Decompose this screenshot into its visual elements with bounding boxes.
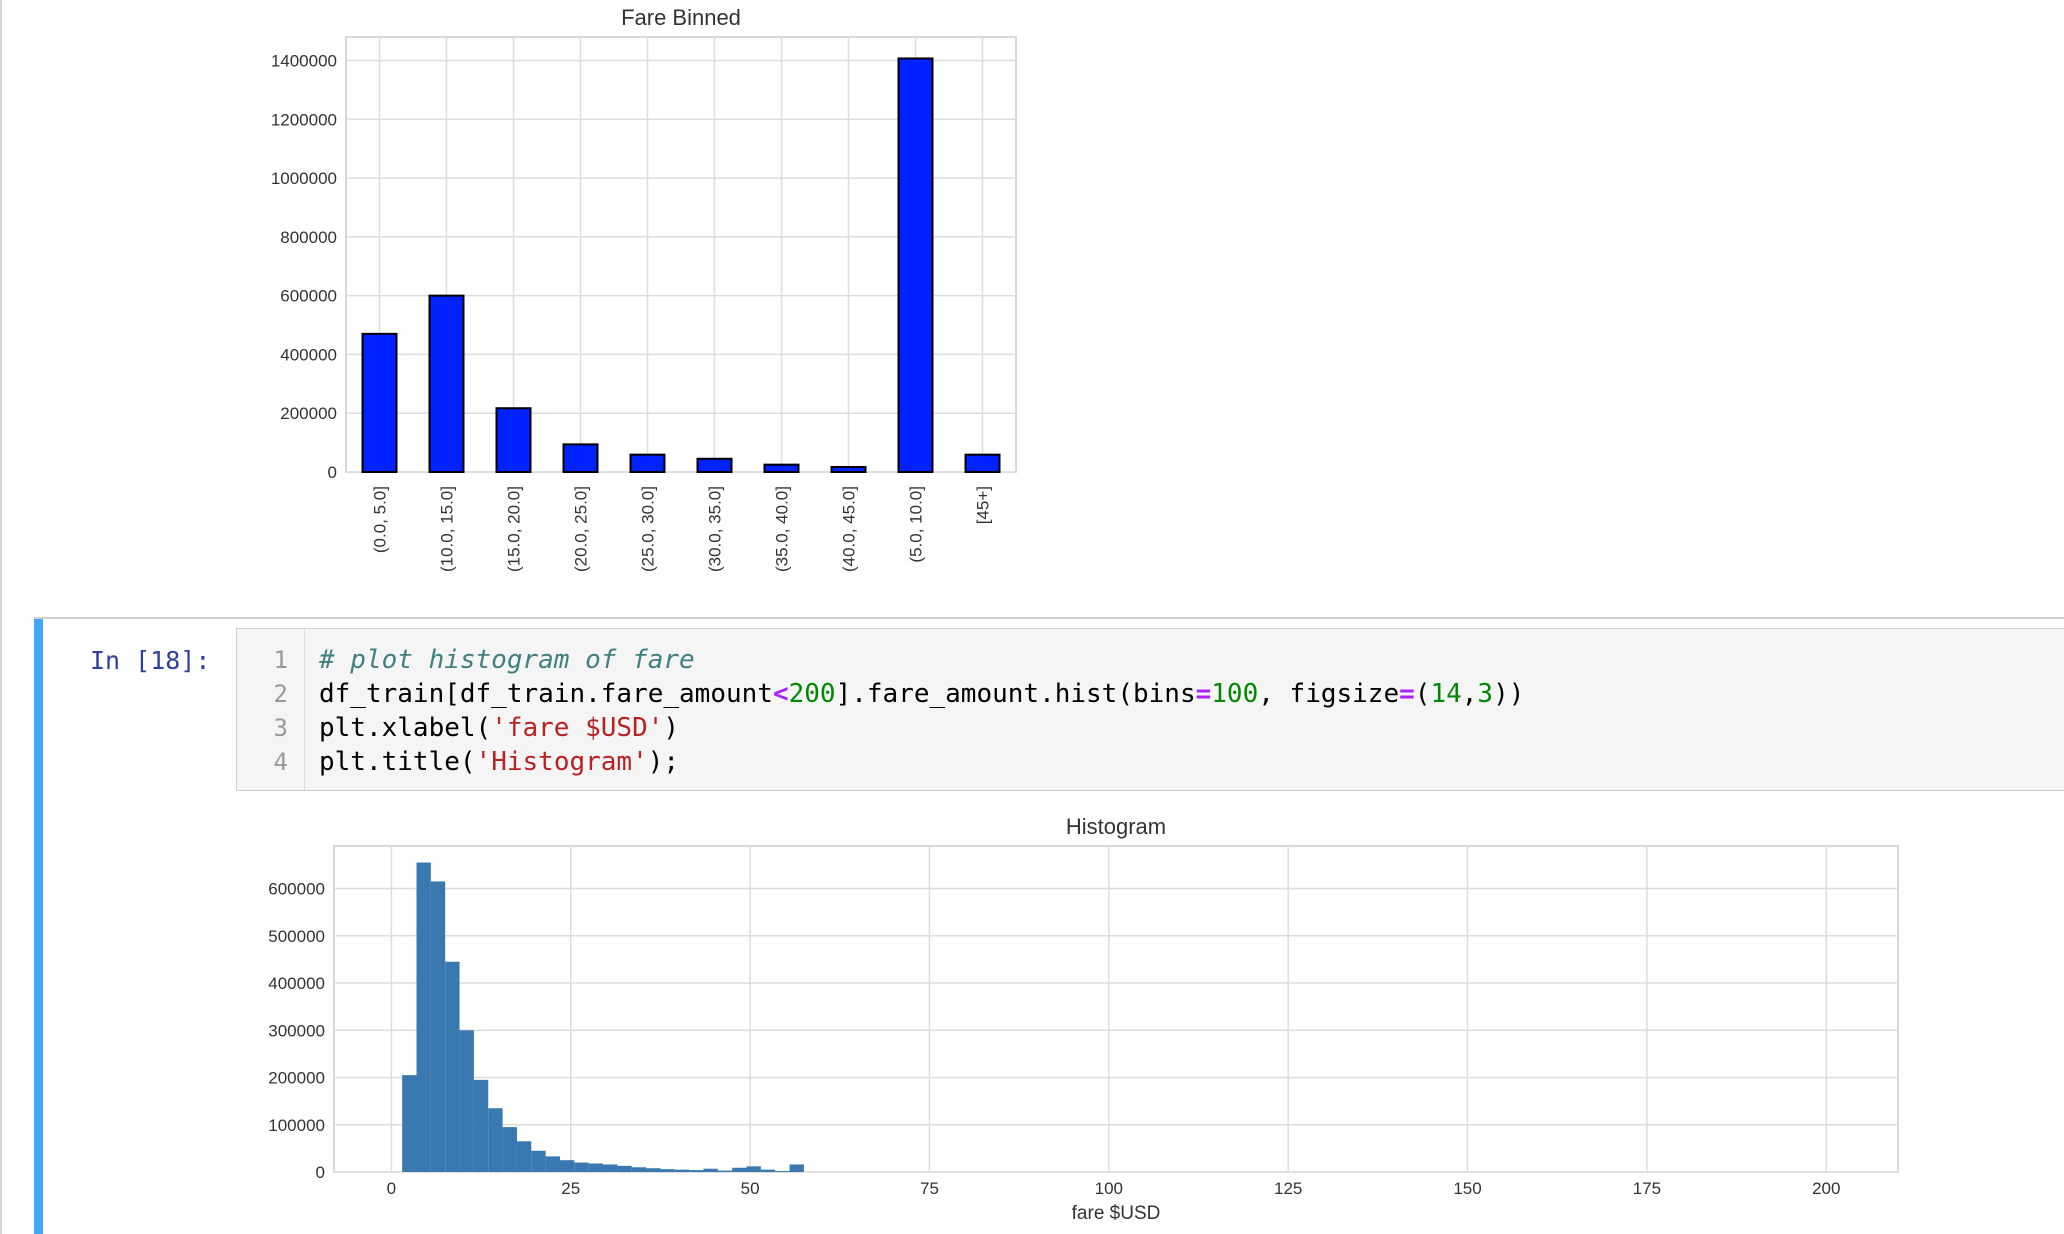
notebook-left-border — [0, 0, 2, 1234]
x-tick-label: (5.0, 10.0] — [907, 486, 926, 563]
histogram-bar — [660, 1169, 675, 1172]
plot-area — [333, 845, 1899, 1173]
y-tick-label: 500000 — [268, 927, 325, 946]
bar — [763, 463, 800, 474]
code-line-3[interactable]: plt.xlabel('fare $USD') — [319, 713, 680, 743]
y-tick-label: 200000 — [268, 1069, 325, 1088]
y-tick-label: 600000 — [280, 287, 337, 306]
bar — [428, 294, 465, 473]
y-tick-label: 800000 — [280, 228, 337, 247]
x-tick-label: 125 — [1274, 1179, 1302, 1198]
x-tick-label: (15.0, 20.0] — [505, 486, 524, 572]
x-tick-label: (30.0, 35.0] — [706, 486, 725, 572]
line-number: 3 — [273, 714, 288, 742]
bar — [696, 457, 733, 474]
x-tick-label: 75 — [920, 1179, 939, 1198]
x-tick-label: 175 — [1633, 1179, 1661, 1198]
histogram-bar — [717, 1170, 733, 1172]
x-tick-label: 150 — [1453, 1179, 1481, 1198]
bar — [495, 407, 532, 474]
bar — [562, 443, 599, 473]
x-tick-label: (0.0, 5.0] — [371, 486, 390, 553]
chart-title: Histogram — [1066, 814, 1166, 839]
histogram-bar — [473, 1079, 489, 1172]
bar — [361, 332, 398, 473]
code-line-2[interactable]: df_train[df_train.fare_amount<200].fare_… — [319, 679, 1525, 709]
histogram-bar — [402, 1075, 417, 1172]
histogram-bar — [459, 1030, 474, 1172]
bar — [964, 453, 1001, 473]
cell-prompt: In [18]: — [90, 646, 211, 675]
code-cell-input[interactable]: 1 2 3 4 # plot histogram of fare df_trai… — [236, 628, 2064, 791]
x-tick-label: 25 — [561, 1179, 580, 1198]
histogram-bar — [545, 1156, 560, 1172]
x-tick-label: 0 — [387, 1179, 396, 1198]
y-tick-label: 400000 — [280, 345, 337, 364]
line-number: 1 — [273, 646, 288, 674]
x-tick-label: (10.0, 15.0] — [438, 486, 457, 572]
histogram-bar — [488, 1108, 503, 1172]
histogram-bar — [746, 1166, 761, 1172]
x-tick-label: (25.0, 30.0] — [639, 486, 658, 572]
x-axis-label: fare $USD — [1072, 1203, 1161, 1224]
bar — [830, 466, 867, 474]
y-tick-label: 400000 — [268, 974, 325, 993]
histogram-bar — [789, 1164, 804, 1172]
chart-title: Fare Binned — [621, 5, 741, 30]
histogram-bar — [775, 1171, 790, 1172]
y-tick-label: 0 — [328, 463, 337, 482]
histogram-bar — [416, 862, 431, 1172]
histogram-bar — [445, 961, 460, 1172]
line-number: 2 — [273, 680, 288, 708]
histogram-bar — [574, 1162, 589, 1172]
y-tick-label: 1000000 — [271, 169, 337, 188]
line-number: 4 — [273, 748, 288, 776]
histogram-bar — [531, 1150, 546, 1172]
histogram-bar — [689, 1170, 704, 1172]
code-line-4[interactable]: plt.title('Histogram'); — [319, 747, 680, 777]
y-tick-label: 200000 — [280, 404, 337, 423]
histogram-bar — [516, 1141, 532, 1172]
x-tick-label: 200 — [1812, 1179, 1840, 1198]
cell-separator — [34, 617, 2064, 619]
histogram-bar — [760, 1169, 776, 1172]
x-tick-label: (35.0, 40.0] — [773, 486, 792, 572]
x-tick-label: 50 — [741, 1179, 760, 1198]
histogram-bar — [674, 1169, 690, 1172]
histogram-bar — [631, 1167, 647, 1172]
histogram-bar — [502, 1127, 517, 1172]
x-tick-label: 100 — [1095, 1179, 1123, 1198]
y-tick-label: 300000 — [268, 1021, 325, 1040]
y-tick-label: 0 — [316, 1163, 325, 1182]
histogram-bar — [559, 1160, 575, 1172]
histogram-bar — [703, 1168, 718, 1172]
bar — [897, 57, 934, 473]
histogram-bar — [430, 881, 446, 1172]
x-tick-label: [45+] — [974, 486, 993, 524]
x-tick-label: (40.0, 45.0] — [840, 486, 859, 572]
bar — [629, 453, 666, 473]
histogram-bar — [603, 1164, 618, 1172]
y-tick-label: 1400000 — [271, 52, 337, 71]
histogram-bar — [617, 1165, 632, 1172]
histogram-bar — [646, 1168, 661, 1172]
x-tick-label: (20.0, 25.0] — [572, 486, 591, 572]
histogram-bar — [732, 1167, 747, 1172]
y-tick-label: 100000 — [268, 1116, 325, 1135]
code-line-1[interactable]: # plot histogram of fare — [319, 645, 695, 675]
cell-selected-indicator — [34, 619, 43, 1234]
line-number-gutter: 1 2 3 4 — [237, 629, 305, 790]
fare-binned-chart: 0 200000 400000 600000 800000 1000000 1200000 1… — [271, 5, 1017, 572]
y-tick-label: 600000 — [268, 880, 325, 899]
histogram-bar — [588, 1163, 604, 1172]
y-tick-label: 1200000 — [271, 110, 337, 129]
